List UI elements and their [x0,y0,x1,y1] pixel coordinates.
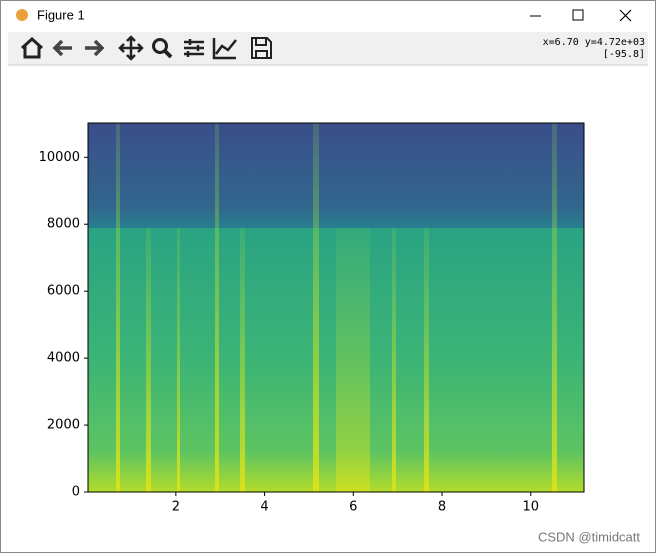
y-tick-label: 8000 [47,217,80,232]
watermark: CSDN @timidcatt [538,529,640,544]
close-button[interactable] [619,9,632,22]
forward-button[interactable] [85,39,105,57]
toolbar [8,32,648,65]
status-text: [-95.8] [603,49,645,60]
y-tick-label: 4000 [47,351,80,366]
spectrogram-streaks [116,123,557,492]
y-tick-label: 6000 [47,284,80,299]
y-tick-label: 2000 [47,418,80,433]
spectrogram-image [87,122,585,493]
maximize-button[interactable] [572,9,584,21]
configure-button[interactable] [184,39,204,57]
x-tick-label: 4 [260,500,268,515]
x-tick-label: 2 [172,500,180,515]
x-tick-label: 8 [438,500,446,515]
save-button[interactable] [251,37,272,59]
toolbar-icons [20,35,272,61]
pan-button[interactable] [118,35,144,61]
edit-axes-button[interactable] [212,38,237,60]
y-tick-label: 0 [72,485,80,500]
window-title: Figure 1 [37,7,85,22]
back-button[interactable] [52,39,72,57]
title-bar: Figure 1 [16,7,632,22]
home-button[interactable] [20,36,44,59]
axes-frame [87,122,585,493]
status-text: x=6.70 y=4.72e+03 [543,37,645,48]
spectrogram-high-band [88,123,584,228]
y-tick-label: 10000 [39,150,80,165]
app-icon [16,9,28,21]
x-tick-label: 10 [522,500,539,515]
zoom-button[interactable] [152,38,173,59]
x-tick-label: 6 [349,500,357,515]
